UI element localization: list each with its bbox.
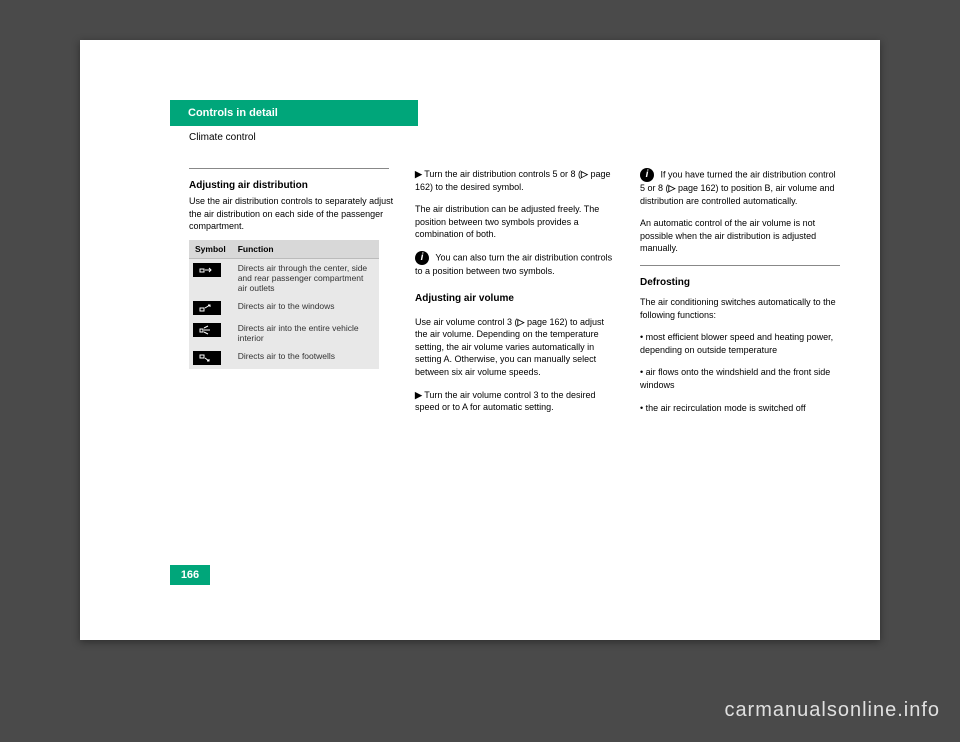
table-row: Directs air to the footwells [189, 347, 379, 369]
column-3: i If you have turned the air distributio… [640, 168, 840, 424]
function-desc: Directs air to the windows [232, 297, 379, 319]
col-header-function: Function [232, 240, 379, 259]
manual-page: Controls in detail Climate control Adjus… [80, 40, 880, 640]
bullet-text: the air recirculation mode is switched o… [646, 403, 806, 413]
paragraph: The air distribution can be adjusted fre… [415, 203, 615, 241]
symbol-function-table: Symbol Function Directs air through the … [189, 240, 379, 369]
column-2: ▶ Turn the air distribution controls 5 o… [415, 168, 615, 424]
instruction-step: ▶ Turn the air distribution controls 5 o… [415, 168, 615, 193]
paragraph: An automatic control of the air volume i… [640, 217, 840, 255]
air-windows-icon [193, 301, 221, 315]
page-number: 166 [181, 569, 199, 581]
intro-paragraph: Use the air distribution controls to sep… [189, 195, 399, 233]
subsection-title: Adjusting air volume [415, 292, 615, 306]
text: Use air volume control 3 ( [415, 317, 518, 327]
column-divider [640, 265, 840, 266]
info-icon: i [640, 168, 654, 182]
ref-arrow-icon: ▷ [518, 317, 525, 327]
ref-arrow-icon: ▷ [581, 169, 588, 179]
note-text: You can also turn the air distribution c… [415, 252, 612, 276]
section-tab-label: Controls in detail [188, 107, 278, 119]
col-header-symbol: Symbol [189, 240, 232, 259]
subheading: Climate control [189, 132, 256, 143]
bullet-text: most efficient blower speed and heating … [640, 332, 833, 355]
function-desc: Directs air into the entire vehicle inte… [232, 319, 379, 347]
air-footwell-icon [193, 351, 221, 365]
step-arrow-icon: ▶ [415, 169, 422, 179]
symbol-cell [189, 319, 232, 347]
column-divider [189, 168, 389, 169]
bullet-item: • most efficient blower speed and heatin… [640, 331, 840, 356]
symbol-cell [189, 347, 232, 369]
bullet-text: air flows onto the windshield and the fr… [640, 367, 830, 390]
step-arrow-icon: ▶ [415, 390, 422, 400]
watermark: carmanualsonline.info [724, 699, 940, 722]
info-icon: i [415, 251, 429, 265]
info-note: i You can also turn the air distribution… [415, 251, 615, 278]
paragraph: Use air volume control 3 (▷ page 162) to… [415, 316, 615, 379]
symbol-cell [189, 259, 232, 298]
air-interior-icon [193, 323, 221, 337]
table-row: Directs air to the windows [189, 297, 379, 319]
bullet-item: • air flows onto the windshield and the … [640, 366, 840, 391]
page-ref: page 162 [527, 317, 565, 327]
section-title: Adjusting air distribution [189, 180, 308, 191]
function-desc: Directs air through the center, side and… [232, 259, 379, 298]
instruction-step: ▶ Turn the air volume control 3 to the d… [415, 389, 615, 414]
paragraph: The air conditioning switches automatica… [640, 296, 840, 321]
text: Turn the air volume control 3 to the des… [415, 390, 596, 413]
text: ) to the desired symbol. [430, 182, 524, 192]
section-tab: Controls in detail [170, 100, 418, 126]
bullet-item: • the air recirculation mode is switched… [640, 402, 840, 415]
info-note: i If you have turned the air distributio… [640, 168, 840, 207]
text: Turn the air distribution controls 5 or … [424, 169, 581, 179]
table-row: Directs air through the center, side and… [189, 259, 379, 298]
table-row: Directs air into the entire vehicle inte… [189, 319, 379, 347]
page-number-badge: 166 [170, 565, 210, 585]
symbol-cell [189, 297, 232, 319]
ref-arrow-icon: ▷ [669, 183, 676, 193]
page-ref: page 162 [678, 183, 716, 193]
function-desc: Directs air to the footwells [232, 347, 379, 369]
air-face-icon [193, 263, 221, 277]
section-title: Defrosting [640, 276, 840, 290]
